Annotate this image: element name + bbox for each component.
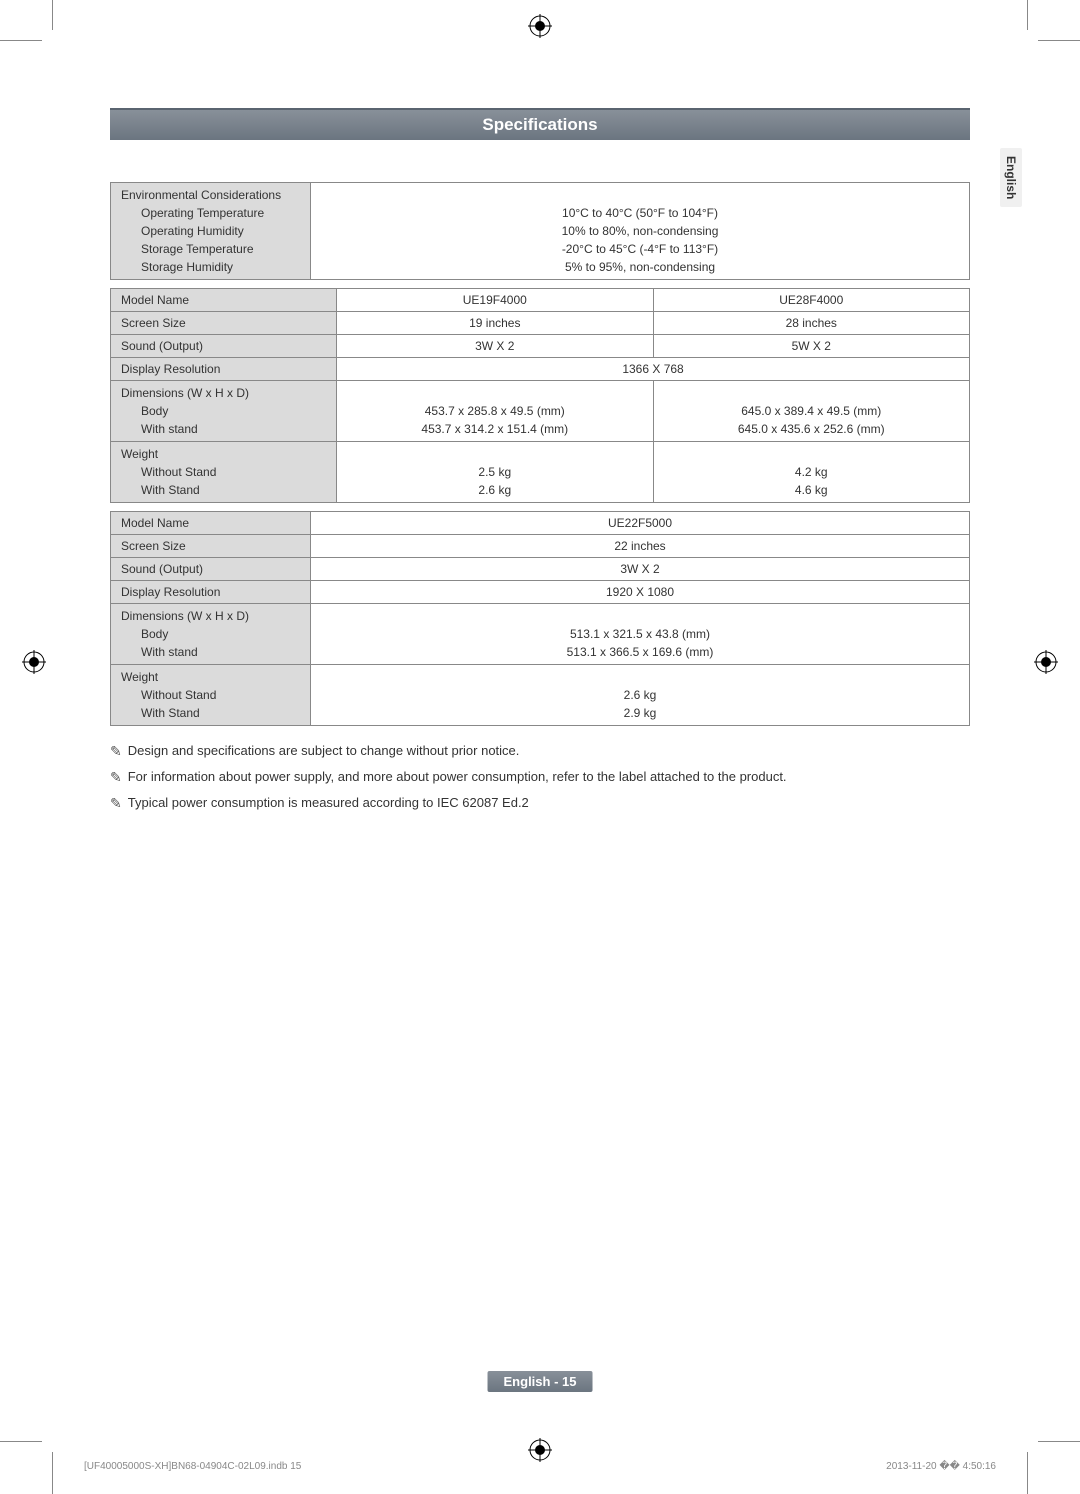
withstand-dim2: 645.0 x 435.6 x 252.6 (mm) <box>664 420 959 438</box>
spec-table-2: Model Name UE22F5000 Screen Size 22 inch… <box>110 511 970 726</box>
without-stand1: 2.5 kg <box>347 463 642 481</box>
label-weight: Weight <box>121 445 326 463</box>
withstand-dim1: 453.7 x 314.2 x 151.4 (mm) <box>347 420 642 438</box>
crop-mark <box>1038 1441 1080 1442</box>
label-considerations: Environmental Considerations <box>121 186 300 204</box>
crop-mark <box>0 1441 42 1442</box>
note-3-text: Typical power consumption is measured ac… <box>128 792 529 814</box>
crop-mark <box>0 40 42 41</box>
label-without-stand: Without Stand <box>121 463 326 481</box>
label-with-stand-dim2: With stand <box>121 643 300 661</box>
model1: UE19F4000 <box>337 289 653 312</box>
body-t2: 513.1 x 321.5 x 43.8 (mm) <box>321 625 959 643</box>
crop-mark <box>1027 1452 1028 1494</box>
label-with-stand-dim: With stand <box>121 420 326 438</box>
page-number: English - 15 <box>488 1371 593 1392</box>
note-1-text: Design and specifications are subject to… <box>128 740 520 762</box>
registration-mark-icon <box>528 1438 552 1462</box>
resolution-t2: 1920 X 1080 <box>311 581 970 604</box>
value-storage-humidity: 5% to 95%, non-condensing <box>321 258 959 276</box>
with-stand-weight2: 4.6 kg <box>664 481 959 499</box>
sound-t2: 3W X 2 <box>311 558 970 581</box>
label-model: Model Name <box>111 289 337 312</box>
notes-section: ✎ Design and specifications are subject … <box>110 740 970 815</box>
weight-labels2: Weight Without Stand With Stand <box>111 665 311 726</box>
without-stand-t2: 2.6 kg <box>321 686 959 704</box>
label-screen: Screen Size <box>111 312 337 335</box>
registration-mark-icon <box>22 650 46 674</box>
value-op-humidity: 10% to 80%, non-condensing <box>321 222 959 240</box>
label-body2: Body <box>121 625 300 643</box>
env-labels: Environmental Considerations Operating T… <box>111 183 311 280</box>
dim2: 645.0 x 389.4 x 49.5 (mm) 645.0 x 435.6 … <box>653 381 969 442</box>
model-t2: UE22F5000 <box>311 512 970 535</box>
weight2: 4.2 kg 4.6 kg <box>653 442 969 503</box>
sound2: 5W X 2 <box>653 335 969 358</box>
crop-mark <box>52 0 53 30</box>
note-3: ✎ Typical power consumption is measured … <box>110 792 970 816</box>
crop-mark <box>1038 40 1080 41</box>
label-resolution: Display Resolution <box>111 358 337 381</box>
sound1: 3W X 2 <box>337 335 653 358</box>
label-with-stand-weight: With Stand <box>121 481 326 499</box>
label-storage-humidity: Storage Humidity <box>121 258 300 276</box>
note-1: ✎ Design and specifications are subject … <box>110 740 970 764</box>
label-op-humidity: Operating Humidity <box>121 222 300 240</box>
note-icon: ✎ <box>110 792 122 816</box>
note-2: ✎ For information about power supply, an… <box>110 766 970 790</box>
section-header: Specifications <box>110 108 970 140</box>
body2: 645.0 x 389.4 x 49.5 (mm) <box>664 402 959 420</box>
dim1: 453.7 x 285.8 x 49.5 (mm) 453.7 x 314.2 … <box>337 381 653 442</box>
label-body: Body <box>121 402 326 420</box>
crop-mark <box>1027 0 1028 30</box>
label-resolution2: Display Resolution <box>111 581 311 604</box>
weight1: 2.5 kg 2.6 kg <box>337 442 653 503</box>
note-icon: ✎ <box>110 766 122 790</box>
resolution-shared: 1366 X 768 <box>337 358 970 381</box>
label-sound2: Sound (Output) <box>111 558 311 581</box>
crop-mark <box>52 1452 53 1494</box>
screen2: 28 inches <box>653 312 969 335</box>
environmental-table: Environmental Considerations Operating T… <box>110 182 970 280</box>
withstand-dim-t2: 513.1 x 366.5 x 169.6 (mm) <box>321 643 959 661</box>
weight-labels: Weight Without Stand With Stand <box>111 442 337 503</box>
note-2-text: For information about power supply, and … <box>128 766 787 788</box>
label-op-temp: Operating Temperature <box>121 204 300 222</box>
label-model2: Model Name <box>111 512 311 535</box>
label-dimensions2: Dimensions (W x H x D) <box>121 607 300 625</box>
model2: UE28F4000 <box>653 289 969 312</box>
registration-mark-icon <box>528 14 552 38</box>
dimensions-labels2: Dimensions (W x H x D) Body With stand <box>111 604 311 665</box>
print-info-left: [UF40005000S-XH]BN68-04904C-02L09.indb 1… <box>84 1461 301 1472</box>
dim-t2: 513.1 x 321.5 x 43.8 (mm) 513.1 x 366.5 … <box>311 604 970 665</box>
label-screen2: Screen Size <box>111 535 311 558</box>
spec-table-1: Model Name UE19F4000 UE28F4000 Screen Si… <box>110 288 970 503</box>
without-stand2: 4.2 kg <box>664 463 959 481</box>
registration-mark-icon <box>1034 650 1058 674</box>
language-tab: English <box>1000 148 1022 207</box>
screen-t2: 22 inches <box>311 535 970 558</box>
with-stand-weight1: 2.6 kg <box>347 481 642 499</box>
label-sound: Sound (Output) <box>111 335 337 358</box>
body1: 453.7 x 285.8 x 49.5 (mm) <box>347 402 642 420</box>
label-storage-temp: Storage Temperature <box>121 240 300 258</box>
label-dimensions: Dimensions (W x H x D) <box>121 384 326 402</box>
env-values: 10°C to 40°C (50°F to 104°F) 10% to 80%,… <box>311 183 970 280</box>
value-op-temp: 10°C to 40°C (50°F to 104°F) <box>321 204 959 222</box>
label-without-stand2: Without Stand <box>121 686 300 704</box>
label-weight2: Weight <box>121 668 300 686</box>
dimensions-labels: Dimensions (W x H x D) Body With stand <box>111 381 337 442</box>
label-with-stand-weight2: With Stand <box>121 704 300 722</box>
screen1: 19 inches <box>337 312 653 335</box>
print-info-right: 2013-11-20 �� 4:50:16 <box>886 1461 996 1472</box>
note-icon: ✎ <box>110 740 122 764</box>
weight-t2: 2.6 kg 2.9 kg <box>311 665 970 726</box>
with-stand-weight-t2: 2.9 kg <box>321 704 959 722</box>
value-storage-temp: -20°C to 45°C (-4°F to 113°F) <box>321 240 959 258</box>
page-footer: English - 15 <box>488 1371 593 1392</box>
